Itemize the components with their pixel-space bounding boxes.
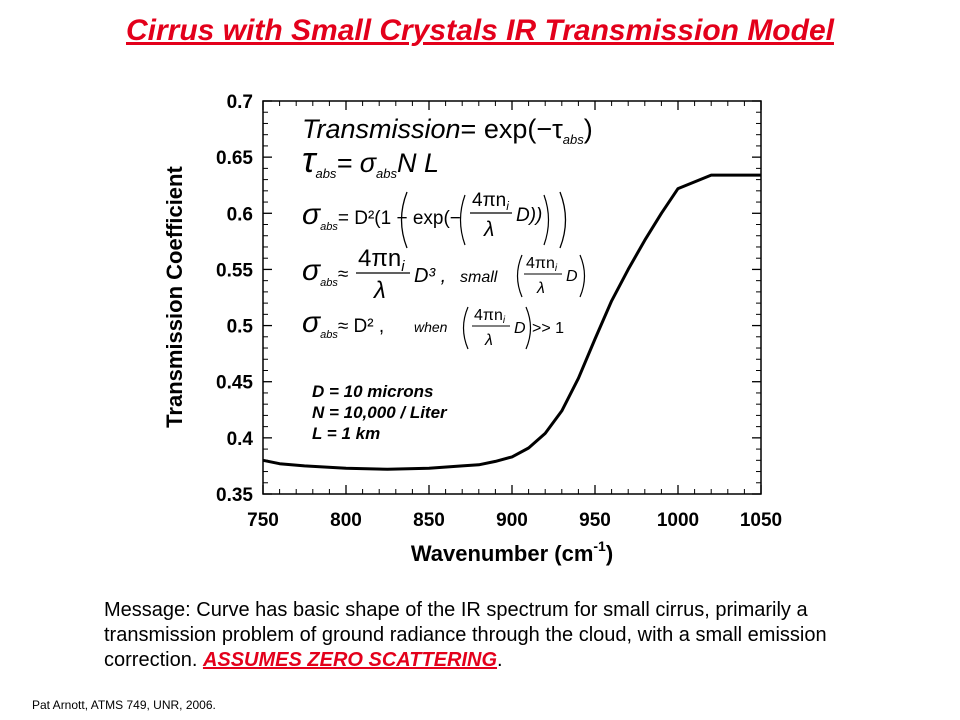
x-tick-label: 800 <box>330 510 362 531</box>
paren-shape <box>400 191 408 249</box>
param-d: D = 10 microns <box>312 382 433 401</box>
y-tick-label: 0.65 <box>216 148 253 169</box>
paren-shape <box>559 191 567 249</box>
ticks-layer: 750 800 850 900 950 1000 1050 0.35 0.4 0.45 0.5 0.5… <box>216 92 782 531</box>
eq3-frac-num: 4πni <box>472 190 509 213</box>
footer-credit: Pat Arnott, ATMS 749, UNR, 2006. <box>32 698 216 712</box>
eq4-frac-num: 4πni <box>358 245 405 275</box>
eq5-cond-tail: D <box>514 320 526 337</box>
message-body: Message: Curve has basic shape of the IR… <box>104 599 827 671</box>
x-axis-title-end: ) <box>606 541 613 566</box>
equation-tau: τabs= σabsN L <box>302 139 439 181</box>
x-tick-label: 850 <box>413 510 445 531</box>
eq5-condition: when <box>414 319 448 335</box>
x-tick-label: 900 <box>496 510 528 531</box>
x-axis-title-main: Wavenumber (cm <box>411 541 594 566</box>
x-tick-label: 1050 <box>740 510 782 531</box>
y-tick-label: 0.45 <box>216 373 253 394</box>
eq4-condition: small <box>460 269 498 286</box>
eq5-cond-num: 4πni <box>474 307 506 326</box>
paren-shape <box>462 306 469 350</box>
y-tick-label: 0.35 <box>216 485 253 506</box>
paren-shape <box>579 254 586 298</box>
x-tick-label: 950 <box>579 510 611 531</box>
y-axis-title: Transmission Coefficient <box>162 166 187 428</box>
x-axis-title: Wavenumber (cm-1) <box>411 538 613 566</box>
y-tick-label: 0.6 <box>227 204 253 225</box>
paren-shape <box>543 194 550 246</box>
eq4-frac-den: λ <box>372 277 386 304</box>
param-n: N = 10,000 / Liter <box>312 403 448 422</box>
equations-block: Transmission= exp(−τabs) τabs= σabsN L σ… <box>302 114 593 350</box>
plot-frame <box>262 100 762 495</box>
slide-title: Cirrus with Small Crystals IR Transmissi… <box>126 14 834 47</box>
y-tick-label: 0.7 <box>227 92 253 113</box>
eq5-cond-rel: >> 1 <box>532 320 564 337</box>
eq3-tail: D)) <box>516 205 542 226</box>
equation-transmission: Transmission= exp(−τabs) <box>302 114 593 147</box>
y-tick-label: 0.55 <box>216 260 253 281</box>
y-tick-label: 0.5 <box>227 317 254 338</box>
y-tick-label: 0.4 <box>227 429 254 450</box>
message-end: . <box>497 649 503 671</box>
eq5-cond-den: λ <box>484 332 493 349</box>
transmission-curve <box>262 173 761 471</box>
paren-shape <box>459 194 466 246</box>
eq4-cond-num: 4πni <box>526 255 558 274</box>
x-tick-label: 750 <box>247 510 279 531</box>
x-axis-title-sup: -1 <box>593 538 606 554</box>
eq4-tail: D³ , <box>414 265 446 287</box>
chart: 750 800 850 900 950 1000 1050 0.35 0.4 0.45 0.5 0.5… <box>162 92 782 566</box>
equation-sigma-small: σabs≈ <box>302 254 348 289</box>
x-tick-label: 1000 <box>657 510 699 531</box>
paren-shape <box>525 306 532 350</box>
message-text: Message: Curve has basic shape of the IR… <box>104 598 904 673</box>
eq4-cond-tail: D <box>566 268 578 285</box>
message-emphasis: ASSUMES ZERO SCATTERING <box>202 649 498 671</box>
eq4-cond-den: λ <box>536 280 545 297</box>
eq3-frac-den: λ <box>483 218 494 241</box>
equation-sigma-exact: σabs= D²(1 − exp(− <box>302 198 461 233</box>
paren-shape <box>516 254 523 298</box>
equation-sigma-large: σabs≈ D² , <box>302 306 384 341</box>
param-l: L = 1 km <box>312 424 380 443</box>
